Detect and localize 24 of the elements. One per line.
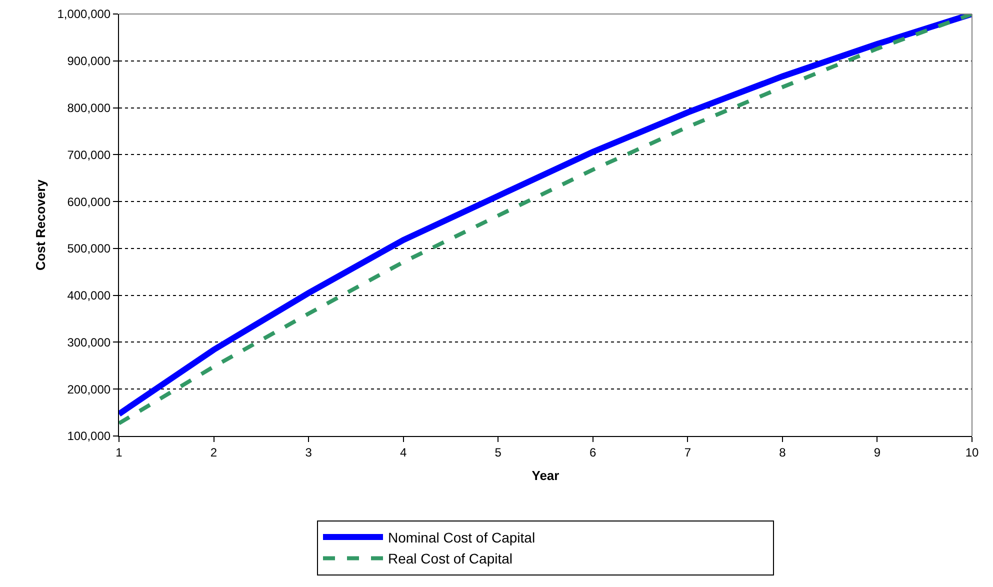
x-tick-label: 10 [965, 445, 979, 460]
legend-label: Real Cost of Capital [388, 550, 513, 567]
y-tick-label: 1,000,000 [57, 7, 111, 22]
x-tick-label: 9 [874, 445, 881, 460]
y-tick-label: 700,000 [67, 148, 111, 162]
y-tick-label: 200,000 [67, 382, 111, 396]
y-axis-title: Cost Recovery [33, 178, 48, 271]
x-tick-label: 5 [494, 445, 502, 460]
legend-label: Nominal Cost of Capital [388, 529, 536, 546]
x-tick-label: 7 [684, 445, 692, 460]
x-tick-label: 4 [400, 445, 407, 460]
y-tick-label: 500,000 [67, 242, 111, 256]
x-tick-label: 6 [590, 445, 597, 460]
x-tick-label: 3 [305, 445, 312, 460]
x-tick-label: 1 [116, 445, 123, 460]
y-tick-label: 100,000 [67, 429, 111, 444]
y-tick-label: 900,000 [67, 54, 111, 68]
x-tick-label: 2 [210, 445, 218, 460]
x-axis-title: Year [532, 468, 560, 483]
y-tick-label: 600,000 [67, 194, 111, 209]
y-tick-label: 800,000 [67, 100, 111, 115]
y-tick-label: 400,000 [67, 288, 111, 303]
x-tick-label: 8 [779, 445, 786, 460]
y-tick-label: 300,000 [67, 335, 111, 350]
